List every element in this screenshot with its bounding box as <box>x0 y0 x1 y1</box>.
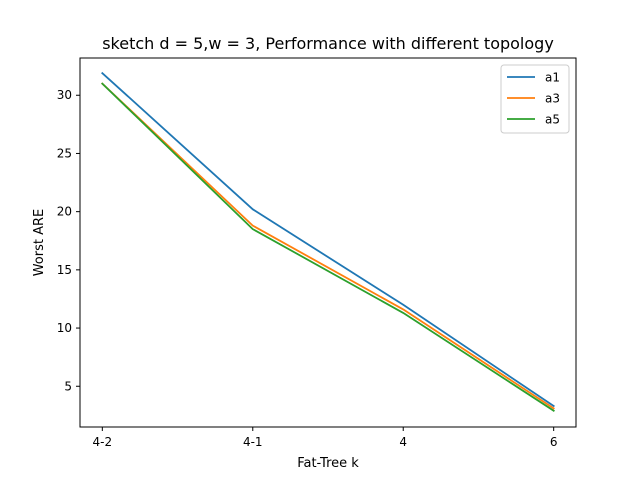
x-tick-label: 4 <box>399 435 407 449</box>
y-tick-label: 25 <box>57 146 72 160</box>
x-tick-label: 4-1 <box>243 435 263 449</box>
legend-label-a3: a3 <box>545 92 560 106</box>
x-axis-label: Fat-Tree k <box>297 456 359 471</box>
legend-label-a1: a1 <box>545 71 560 85</box>
legend: a1 a3 a5 <box>501 65 569 133</box>
y-tick-label: 15 <box>57 263 72 277</box>
x-tick-label: 6 <box>550 435 558 449</box>
y-tick-label: 30 <box>57 88 72 102</box>
legend-label-a5: a5 <box>545 113 560 127</box>
y-tick-label: 20 <box>57 205 72 219</box>
y-axis-label: Worst ARE <box>32 209 47 277</box>
chart-title: sketch d = 5,w = 3, Performance with dif… <box>102 34 554 53</box>
y-tick-label: 10 <box>57 321 72 335</box>
x-tick-label: 4-2 <box>93 435 113 449</box>
y-tick-label: 5 <box>64 379 72 393</box>
